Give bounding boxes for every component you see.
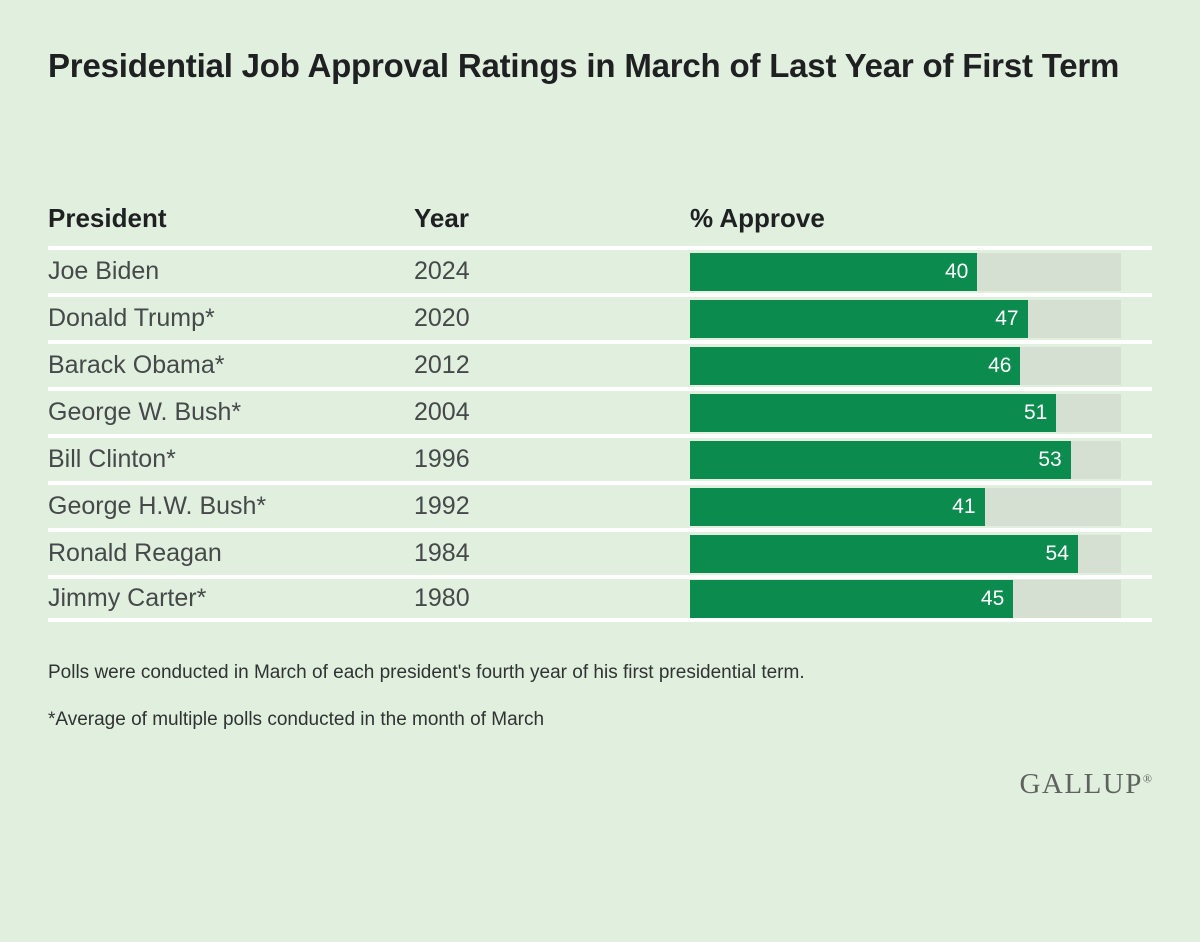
president-name: Joe Biden <box>48 257 160 285</box>
president-year: 1980 <box>414 584 470 612</box>
table-row: George W. Bush* 2004 51 <box>48 387 1152 434</box>
approval-value: 51 <box>1023 400 1048 424</box>
bar-track: 45 <box>690 579 1121 618</box>
president-name: Bill Clinton* <box>48 445 176 473</box>
bar-track: 51 <box>690 393 1121 432</box>
approval-bar-cell: 53 <box>690 440 1121 479</box>
president-name: George H.W. Bush* <box>48 492 267 520</box>
bar-track: 47 <box>690 299 1121 338</box>
footer: GALLUP® <box>48 768 1152 801</box>
table-rows: Joe Biden 2024 40 Donald Trump* 2020 47 <box>48 246 1152 622</box>
approval-value: 45 <box>980 586 1005 610</box>
table-row: Joe Biden 2024 40 <box>48 246 1152 293</box>
president-year: 2004 <box>414 398 470 426</box>
table-row: Donald Trump* 2020 47 <box>48 293 1152 340</box>
approval-bar: 45 <box>690 579 1014 618</box>
approval-value: 54 <box>1045 541 1069 565</box>
bar-track: 40 <box>690 252 1121 291</box>
approval-value: 47 <box>995 306 1019 330</box>
president-year: 2024 <box>414 257 470 285</box>
president-year: 2012 <box>414 351 470 379</box>
president-name: Jimmy Carter* <box>48 584 207 612</box>
bar-track: 54 <box>690 534 1121 573</box>
approval-value: 40 <box>944 259 969 283</box>
table-row: Bill Clinton* 1996 53 <box>48 434 1152 481</box>
bar-track: 53 <box>690 440 1121 479</box>
footnote-asterisk: *Average of multiple polls conducted in … <box>48 709 545 730</box>
president-year: 1996 <box>414 445 470 473</box>
approval-bar-cell: 40 <box>690 252 1121 291</box>
approval-bar: 40 <box>690 252 978 291</box>
approval-value: 46 <box>988 353 1012 377</box>
approval-bar: 47 <box>690 299 1028 338</box>
table-row: Jimmy Carter* 1980 45 <box>48 575 1152 622</box>
footnotes: Polls were conducted in March of each pr… <box>48 661 1152 732</box>
approval-bar-cell: 51 <box>690 393 1121 432</box>
bar-track: 41 <box>690 487 1121 526</box>
table-row: Ronald Reagan 1984 54 <box>48 528 1152 575</box>
approval-bar: 41 <box>690 487 985 526</box>
approval-bar-cell: 46 <box>690 346 1121 385</box>
gallup-logo: GALLUP® <box>1019 768 1152 800</box>
approval-bar-cell: 41 <box>690 487 1121 526</box>
column-header-approve: % Approve <box>690 203 825 233</box>
approval-bar-cell: 45 <box>690 579 1121 618</box>
registered-mark-icon: ® <box>1142 771 1152 786</box>
column-header-president: President <box>48 203 167 233</box>
footnote-method: Polls were conducted in March of each pr… <box>48 662 805 683</box>
approval-bar-cell: 54 <box>690 534 1121 573</box>
gallup-logo-text: GALLUP <box>1019 768 1143 800</box>
president-year: 1984 <box>414 539 470 567</box>
bar-track: 46 <box>690 346 1121 385</box>
approval-bar: 53 <box>690 440 1071 479</box>
approval-bar: 46 <box>690 346 1021 385</box>
approval-bar: 51 <box>690 393 1057 432</box>
table-row: Barack Obama* 2012 46 <box>48 340 1152 387</box>
president-year: 1992 <box>414 492 470 520</box>
president-name: George W. Bush* <box>48 398 242 426</box>
table-row: George H.W. Bush* 1992 41 <box>48 481 1152 528</box>
president-name: Donald Trump* <box>48 304 215 332</box>
table-header: President Year % Approve <box>48 202 1152 234</box>
approval-value: 41 <box>952 494 976 518</box>
column-header-year: Year <box>414 203 469 233</box>
president-name: Ronald Reagan <box>48 539 222 567</box>
president-year: 2020 <box>414 304 470 332</box>
president-name: Barack Obama* <box>48 351 225 379</box>
approval-bar-cell: 47 <box>690 299 1121 338</box>
approval-bar: 54 <box>690 534 1078 573</box>
approval-value: 53 <box>1038 447 1062 471</box>
chart-title: Presidential Job Approval Ratings in Mar… <box>48 47 1120 84</box>
